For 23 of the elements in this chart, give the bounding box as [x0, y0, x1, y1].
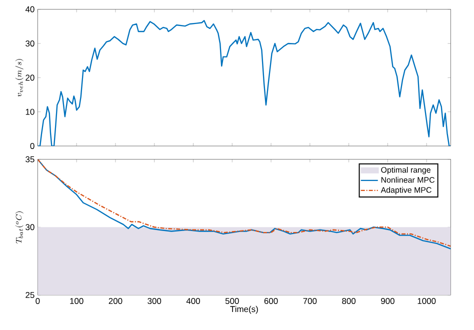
y-tick-label: 30 — [26, 40, 34, 46]
y-tick-label: 10 — [26, 108, 34, 115]
x-tick-label: 0 — [36, 298, 40, 304]
y-tick-label: 35 — [26, 156, 34, 162]
x-tick-label: 900 — [381, 298, 394, 304]
y-tick-label: 30 — [26, 224, 34, 230]
x-tick-label: 700 — [303, 298, 317, 304]
y-tick-label: 40 — [25, 6, 34, 12]
x-tick-label: 200 — [108, 298, 122, 304]
x-tick-label: 800 — [342, 298, 356, 304]
x-axis-title: Time(s) — [230, 306, 258, 314]
y-tick-label: 0 — [30, 143, 34, 149]
line-series — [38, 20, 451, 146]
x-tick-label: 600 — [264, 298, 278, 304]
x-tick-label: 500 — [225, 298, 239, 304]
x-tick-label: 400 — [186, 298, 200, 304]
y-axis-title: $v_{veh}(m/s)$ — [15, 59, 24, 97]
x-tick-label: 1000 — [418, 298, 436, 304]
x-tick-label: 300 — [148, 298, 162, 304]
y-tick-label: 20 — [26, 74, 34, 81]
x-tick-label: 100 — [70, 298, 84, 304]
y-axis-title: $T_{bat}(^oC)$ — [15, 212, 24, 244]
y-tick-label: 25 — [26, 292, 34, 298]
